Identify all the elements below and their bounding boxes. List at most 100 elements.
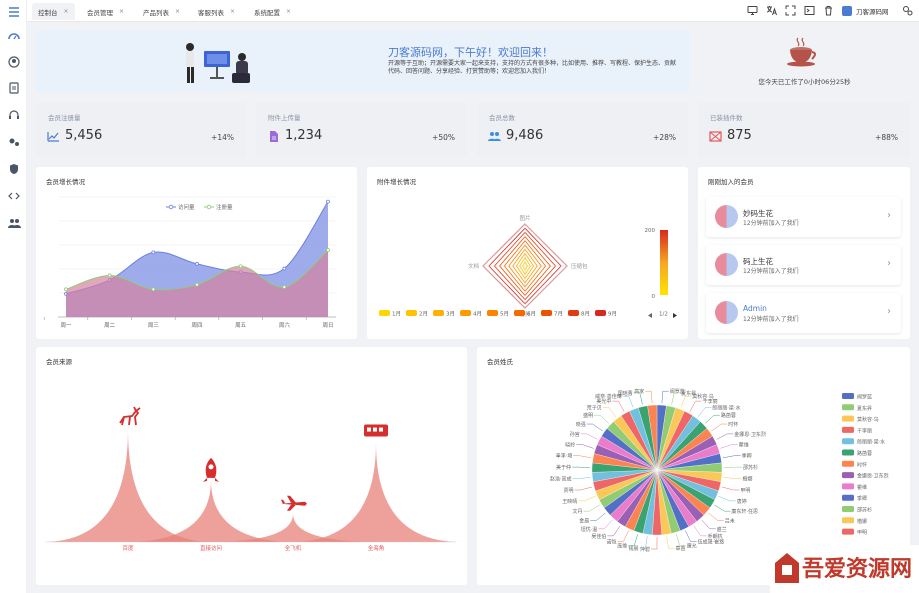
- tab-2[interactable]: 产品列表 ×: [137, 3, 186, 20]
- legend-marker[interactable]: [514, 310, 525, 316]
- tab-label: 客服列表: [198, 8, 224, 17]
- pie-label: 章苗: [676, 545, 686, 552]
- legend-marker[interactable]: [842, 517, 854, 524]
- member-item[interactable]: 妙码生花 12分钟前加入了我们 ›: [706, 197, 901, 237]
- clipboard-icon[interactable]: [6, 80, 21, 95]
- legend-label[interactable]: 路菡蓉: [857, 450, 872, 457]
- legend-label[interactable]: 瞿维: [857, 484, 867, 491]
- legend-marker[interactable]: [541, 310, 552, 316]
- legend-marker[interactable]: [842, 426, 854, 433]
- legend-label[interactable]: 2月: [419, 311, 428, 318]
- legend-label[interactable]: 郎丽丽·梁·水: [857, 439, 885, 446]
- menu-icon[interactable]: [6, 4, 21, 19]
- legend-next-icon[interactable]: [673, 313, 677, 318]
- legend-marker[interactable]: [406, 310, 417, 316]
- x-tick-label: 全飞机: [285, 544, 302, 552]
- legend-label[interactable]: 7月: [554, 311, 563, 318]
- legend-marker[interactable]: [842, 393, 854, 399]
- legend-label[interactable]: 金娜恩·卫东烈: [857, 473, 889, 480]
- tab-close-icon[interactable]: ×: [119, 8, 125, 15]
- tab-close-icon[interactable]: ×: [175, 8, 181, 15]
- fullscreen-icon[interactable]: [785, 5, 796, 16]
- legend-marker[interactable]: [842, 415, 854, 422]
- legend-marker[interactable]: [842, 404, 854, 411]
- monitor-icon[interactable]: [747, 5, 758, 16]
- pie-label-line: [590, 512, 606, 521]
- legend-page: 1/2: [659, 312, 668, 318]
- stat-value: 9,486: [506, 128, 544, 143]
- pie-label-line: [705, 414, 720, 424]
- pie-label: 高家: [634, 388, 644, 395]
- legend-label[interactable]: 3月: [446, 311, 455, 318]
- legend-marker[interactable]: [842, 506, 854, 512]
- shield-icon[interactable]: [6, 161, 21, 176]
- tab-close-icon[interactable]: ×: [286, 8, 292, 15]
- pie-label-line: [576, 444, 594, 449]
- pie-label: 庞维: [617, 543, 627, 550]
- legend-label[interactable]: 4月: [473, 311, 482, 318]
- dashboard-icon[interactable]: [6, 28, 21, 43]
- legend-label[interactable]: 邵苏杉: [857, 507, 872, 514]
- legend-marker[interactable]: [568, 310, 579, 316]
- legend-marker[interactable]: [460, 310, 471, 316]
- tab-4[interactable]: 系统配置 ×: [248, 3, 297, 20]
- member-item[interactable]: 码上生花 12分钟前加入了我们 ›: [706, 245, 901, 285]
- settings-icon[interactable]: [902, 5, 913, 16]
- gears-icon[interactable]: [6, 134, 21, 149]
- legend-marker[interactable]: [379, 310, 390, 316]
- legend-prev-icon[interactable]: [648, 313, 652, 318]
- legend-marker[interactable]: [842, 460, 854, 467]
- legend-label[interactable]: 5月: [500, 311, 509, 318]
- sidebar: [0, 0, 27, 593]
- member-item[interactable]: Admin 12分钟前加入了我们 ›: [706, 293, 901, 333]
- tab-1[interactable]: 会员管理 ×: [81, 3, 130, 20]
- legend-marker[interactable]: [842, 449, 854, 456]
- tab-3[interactable]: 客服列表 ×: [192, 3, 241, 20]
- pie-label: 孙宫: [570, 431, 580, 438]
- pie-label-line: [722, 455, 741, 459]
- tab-close-icon[interactable]: ×: [63, 8, 69, 15]
- plugin-icon: [709, 131, 722, 142]
- headset-icon[interactable]: [6, 107, 21, 122]
- pie-label: 瞿维: [739, 441, 749, 448]
- translate-icon[interactable]: [766, 5, 777, 16]
- legend-marker[interactable]: [842, 483, 854, 490]
- legend-marker[interactable]: [487, 310, 498, 316]
- legend-label[interactable]: 1月: [392, 311, 401, 318]
- legend-marker[interactable]: [842, 438, 854, 445]
- users-icon[interactable]: [6, 215, 21, 230]
- code-icon[interactable]: [6, 188, 21, 203]
- legend-marker[interactable]: [595, 310, 606, 316]
- trash-icon[interactable]: [823, 5, 834, 16]
- legend-label[interactable]: 6月: [527, 311, 536, 318]
- legend-label[interactable]: 9月: [608, 311, 617, 318]
- tab-close-icon[interactable]: ×: [230, 8, 236, 15]
- welcome-banner: 刀客源码网，下午好！欢迎回来！ 开源等于互助；开源需要大家一起来支持，支持的方式…: [36, 30, 690, 92]
- pie-label-line: [607, 525, 621, 537]
- legend-marker[interactable]: [842, 528, 854, 535]
- avatar: [715, 205, 738, 228]
- legend-label[interactable]: 莫秋容·乌: [857, 416, 879, 423]
- tab-0[interactable]: 控制台 ×: [32, 3, 75, 20]
- legend-label[interactable]: 甲明: [857, 530, 867, 536]
- legend-label[interactable]: 时怀: [857, 461, 867, 468]
- legend-label[interactable]: 干李丽: [857, 427, 872, 434]
- watermark: 吾爱资源网: [770, 545, 919, 593]
- pie-label-line: [578, 495, 596, 502]
- legend-label[interactable]: 8月: [581, 311, 590, 318]
- legend-marker[interactable]: [433, 310, 444, 316]
- legend-label[interactable]: 夏东昇: [857, 405, 872, 412]
- legend-label[interactable]: 阀罗蓝: [857, 394, 872, 401]
- pie-label: 时怀: [728, 421, 738, 428]
- pie-slice[interactable]: [647, 404, 658, 471]
- stat-label: 已装插件数: [710, 114, 743, 122]
- legend-marker[interactable]: [842, 494, 854, 501]
- pie-label-line: [671, 392, 681, 405]
- brand-name[interactable]: 刀客源码网: [856, 8, 889, 16]
- user-circle-icon[interactable]: [6, 54, 21, 69]
- legend-marker[interactable]: [842, 472, 854, 479]
- terminal-icon[interactable]: [804, 5, 815, 16]
- pie-label: 威奈·善佳琳: [595, 393, 622, 400]
- legend-label[interactable]: 季卿: [857, 495, 867, 502]
- legend-label[interactable]: 楷娜: [857, 518, 867, 525]
